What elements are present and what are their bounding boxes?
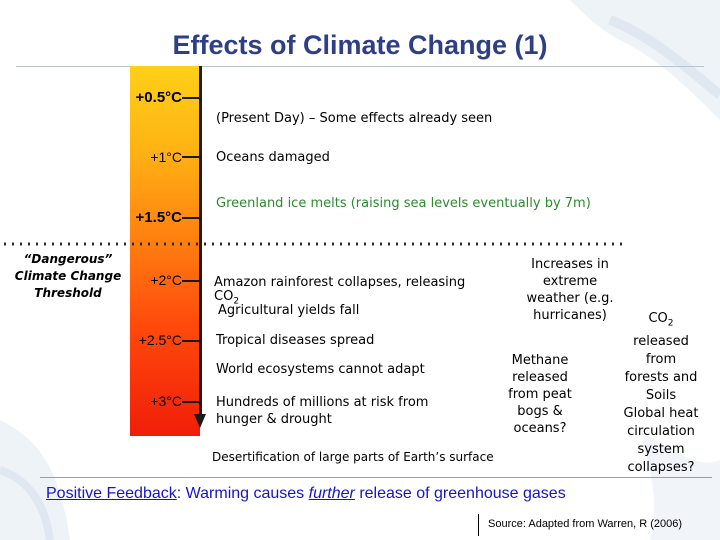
tick-mark (182, 401, 202, 403)
threshold-line-3: Threshold (34, 286, 102, 300)
co2-line: forests and (624, 369, 698, 385)
effect-co2-circulation: CO2 released from forests and Soils Glob… (606, 310, 716, 477)
co2-line: from (645, 351, 677, 367)
tick-mark (182, 340, 202, 342)
methane-line: released (512, 370, 568, 385)
title-divider (16, 66, 704, 67)
temperature-axis-line (199, 66, 202, 418)
effect-ecosystems: World ecosystems cannot adapt (216, 362, 425, 377)
methane-line: from peat (508, 387, 572, 402)
temp-label-0-5: +0.5°C (135, 89, 182, 106)
co2-line: collapses? (627, 459, 695, 475)
weather-line: Increases in (531, 257, 609, 272)
co2-title-subscript: 2 (667, 318, 674, 329)
feedback-emphasis: further (308, 485, 355, 502)
tick-mark (182, 280, 202, 282)
co2-line: released (633, 333, 689, 349)
temp-label-2-5: +2.5°C (138, 332, 182, 348)
effect-methane: Methane released from peat bogs & oceans… (480, 352, 600, 437)
effect-agriculture: Agricultural yields fall (218, 303, 360, 318)
temp-label-3: +3°C (150, 393, 182, 409)
temp-label-1-5: +1.5°C (135, 209, 182, 226)
effect-amazon: Amazon rainforest collapses, releasing (214, 275, 466, 290)
feedback-text: : Warming causes (176, 485, 309, 502)
effect-desertification: Desertification of large parts of Earth’… (212, 450, 494, 464)
effect-greenland: Greenland ice melts (raising sea levels … (216, 196, 591, 211)
source-citation: Source: Adapted from Warren, R (2006) (488, 518, 683, 530)
hunger-line: hunger & drought (216, 412, 332, 427)
tick-mark (182, 217, 202, 219)
threshold-line-2: Climate Change (14, 269, 122, 283)
weather-line: weather (e.g. (526, 291, 614, 306)
methane-line: Methane (511, 353, 569, 368)
footer-divider (40, 477, 712, 478)
temperature-thermometer-bar (130, 66, 200, 436)
weather-line: extreme (542, 274, 598, 289)
tick-mark (182, 97, 202, 99)
co2-line: Soils (645, 387, 677, 403)
axis-arrow-icon (194, 414, 206, 428)
dangerous-threshold-label: “Dangerous” Climate Change Threshold (6, 251, 130, 302)
co2-line: Global heat (623, 405, 699, 421)
amazon-co2-text: CO (214, 289, 234, 304)
slide-title: Effects of Climate Change (1) (172, 30, 548, 60)
hunger-line: Hundreds of millions at risk from (216, 395, 429, 410)
threshold-line-1: “Dangerous” (23, 252, 113, 266)
tick-mark (182, 156, 202, 158)
feedback-heading: Positive Feedback (46, 485, 177, 502)
co2-line: circulation (627, 423, 695, 439)
amazon-co2-subscript: 2 (233, 296, 240, 307)
methane-line: bogs & (517, 404, 563, 419)
temp-label-1: +1°C (150, 149, 182, 165)
source-marker-line (478, 514, 479, 536)
effect-hunger: Hundreds of millions at risk from hunger… (216, 394, 428, 428)
positive-feedback-statement: Positive Feedback: Warming causes furthe… (46, 485, 566, 503)
co2-title-text: CO (648, 311, 668, 326)
effect-tropical-diseases: Tropical diseases spread (216, 333, 375, 348)
effect-oceans: Oceans damaged (216, 150, 330, 165)
co2-title: CO2 (606, 310, 716, 333)
threshold-dotted-line (4, 242, 622, 246)
effect-extreme-weather: Increases in extreme weather (e.g. hurri… (500, 256, 640, 324)
weather-line: hurricanes) (533, 308, 607, 323)
effect-present-day: (Present Day) – Some effects already see… (216, 111, 493, 126)
methane-line: oceans? (513, 421, 567, 436)
effect-amazon-co2: CO2 (214, 289, 239, 307)
temp-label-2: +2°C (150, 272, 182, 288)
feedback-text-end: release of greenhouse gases (354, 485, 566, 502)
co2-line: system (637, 441, 685, 457)
